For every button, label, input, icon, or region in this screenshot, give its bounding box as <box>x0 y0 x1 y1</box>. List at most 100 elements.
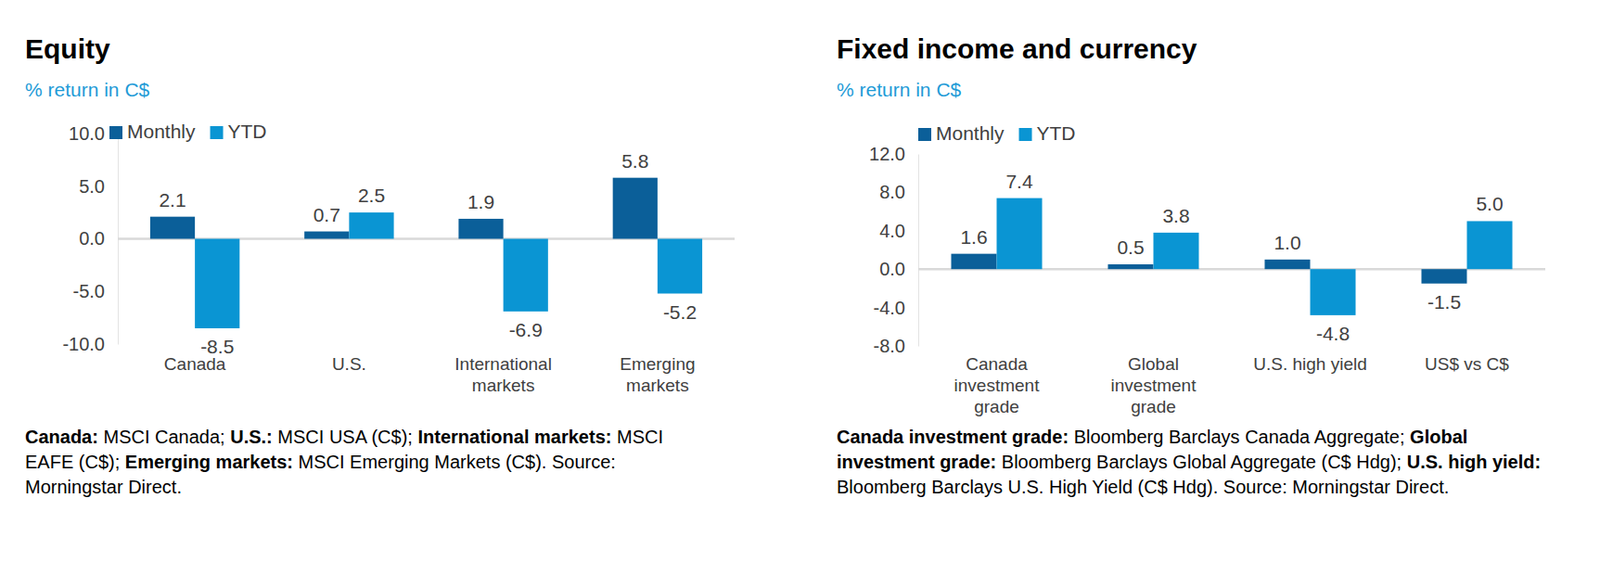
x-tick-label-line: grade <box>973 396 1020 417</box>
x-tick-label-line: Canada <box>164 354 227 374</box>
bar <box>304 231 349 240</box>
footnote-text: MSCI USA (C$); <box>277 426 413 448</box>
legend-label: Monthly <box>935 122 1005 144</box>
legend-label: YTD <box>228 120 268 142</box>
bar <box>1420 268 1467 284</box>
x-tick-label-line: investment <box>954 375 1041 396</box>
footnote-label: Emerging markets: <box>125 451 294 473</box>
data-label: -4.8 <box>1316 322 1350 345</box>
y-tick-label: -8.0 <box>873 335 906 357</box>
data-label: 0.7 <box>313 204 341 226</box>
footnote-text: Bloomberg Barclays Global Aggregate (C$ … <box>1001 451 1402 473</box>
legend-swatch <box>210 126 224 140</box>
data-labels: 2.10.71.95.8-8.52.5-6.9-5.2 <box>158 150 697 358</box>
data-label: 5.0 <box>1475 192 1503 215</box>
y-tick: -4.0 <box>873 297 919 319</box>
data-label: 0.5 <box>1116 236 1144 258</box>
x-tick-label-line: investment <box>1111 375 1198 396</box>
bar <box>1310 268 1357 316</box>
spacer <box>225 426 231 448</box>
spacer <box>1217 476 1224 498</box>
y-tick: -10.0 <box>62 333 118 355</box>
y-tick: 8.0 <box>879 181 919 203</box>
data-labels: 1.60.51.0-1.57.43.8-4.85.0 <box>960 170 1503 345</box>
footnote: Canada: MSCI Canada; U.S.: MSCI USA (C$)… <box>25 424 693 500</box>
x-tick-label: Emergingmarkets <box>619 354 695 396</box>
spacer <box>412 426 419 448</box>
data-label: -6.9 <box>509 319 543 341</box>
spacer <box>98 426 104 448</box>
footnote: Canada investment grade: Bloomberg Barcl… <box>836 424 1570 500</box>
x-tick-label-line: markets <box>626 375 690 396</box>
footnote-text: Bloomberg Barclays Canada Aggregate; <box>1074 426 1406 448</box>
data-label: 1.9 <box>467 191 495 213</box>
data-label: 7.4 <box>1005 170 1034 192</box>
bar <box>1153 232 1200 269</box>
y-tick-label: -5.0 <box>73 281 105 302</box>
footnote-label: U.S.: <box>230 426 273 448</box>
bar <box>1264 259 1310 269</box>
y-axis: 10.05.00.0-5.0-10.0 <box>62 123 118 355</box>
spacer <box>293 451 299 473</box>
data-label: 5.8 <box>621 150 649 172</box>
chart-panel: Fixed income and currency% return in C$1… <box>836 33 1546 417</box>
footnote-source: Source: Morningstar Direct. <box>1223 476 1449 498</box>
bar <box>348 212 394 239</box>
y-axis: 12.0 8.0 4.0 0.0 -4.0 -8.0 <box>869 143 919 357</box>
legend-swatch <box>918 128 932 141</box>
bar <box>503 239 549 312</box>
spacer <box>1068 426 1075 448</box>
legend-label: Monthly <box>127 120 196 142</box>
spacer <box>119 451 126 473</box>
bar <box>997 198 1043 270</box>
legend-swatch <box>109 126 123 140</box>
bar <box>613 178 658 240</box>
y-tick-label: 0.0 <box>78 228 105 249</box>
legend-swatch <box>1019 128 1033 141</box>
bar <box>194 239 240 329</box>
x-tick-label: U.S. <box>332 354 367 374</box>
data-label: 1.6 <box>960 226 987 248</box>
data-label: -1.5 <box>1427 291 1461 313</box>
legend: MonthlyYTD <box>918 122 1076 144</box>
data-label: -5.2 <box>663 301 697 323</box>
footnote-label: Canada investment grade: <box>836 426 1069 448</box>
x-tick-label: Internationalmarkets <box>454 354 552 396</box>
bar <box>657 239 703 295</box>
x-tick-label: U.S. high yield <box>1253 354 1368 374</box>
x-tick-label-line: U.S. high yield <box>1253 354 1368 374</box>
data-label: 1.0 <box>1273 231 1301 254</box>
spacer <box>611 426 617 448</box>
legend: Monthly YTD <box>109 120 268 142</box>
chart-title: Equity <box>25 33 111 64</box>
chart-panel: Equity% return in C$10.05.00.0-5.0-10.02… <box>25 33 735 396</box>
spacer <box>1401 451 1408 473</box>
y-tick-label: 12.0 <box>869 143 906 165</box>
y-tick-label: 4.0 <box>879 220 906 242</box>
chart-subtitle: % return in C$ <box>836 78 962 101</box>
y-tick-label: -4.0 <box>873 297 906 319</box>
y-tick-label: -10.0 <box>62 333 105 355</box>
y-tick-label: 8.0 <box>879 181 906 203</box>
data-label: 2.1 <box>158 189 186 211</box>
x-axis: CanadainvestmentgradeGlobalinvestmentgra… <box>954 354 1511 417</box>
x-tick-label-line: International <box>454 354 552 374</box>
y-tick: -8.0 <box>873 335 919 357</box>
x-tick-label: US$ vs C$ <box>1424 354 1510 374</box>
x-tick-label-line: markets <box>472 375 536 396</box>
y-tick: 0.0 <box>879 258 919 280</box>
x-tick-label-line: U.S. <box>332 354 367 374</box>
bar <box>150 217 195 240</box>
spacer <box>546 451 552 473</box>
spacer <box>1405 426 1411 448</box>
x-tick-label-line: US$ vs C$ <box>1424 354 1510 374</box>
bars <box>150 178 703 329</box>
x-tick-label-line: Global <box>1127 354 1179 374</box>
y-tick-label: 5.0 <box>78 176 105 197</box>
footnote-text: MSCI Emerging Markets (C$). <box>298 451 548 473</box>
footnote-text: Bloomberg Barclays U.S. High Yield (C$ H… <box>836 476 1218 498</box>
y-tick: 4.0 <box>879 220 919 242</box>
y-axis-line <box>918 154 920 347</box>
spacer <box>996 451 1002 473</box>
bars <box>950 198 1512 316</box>
